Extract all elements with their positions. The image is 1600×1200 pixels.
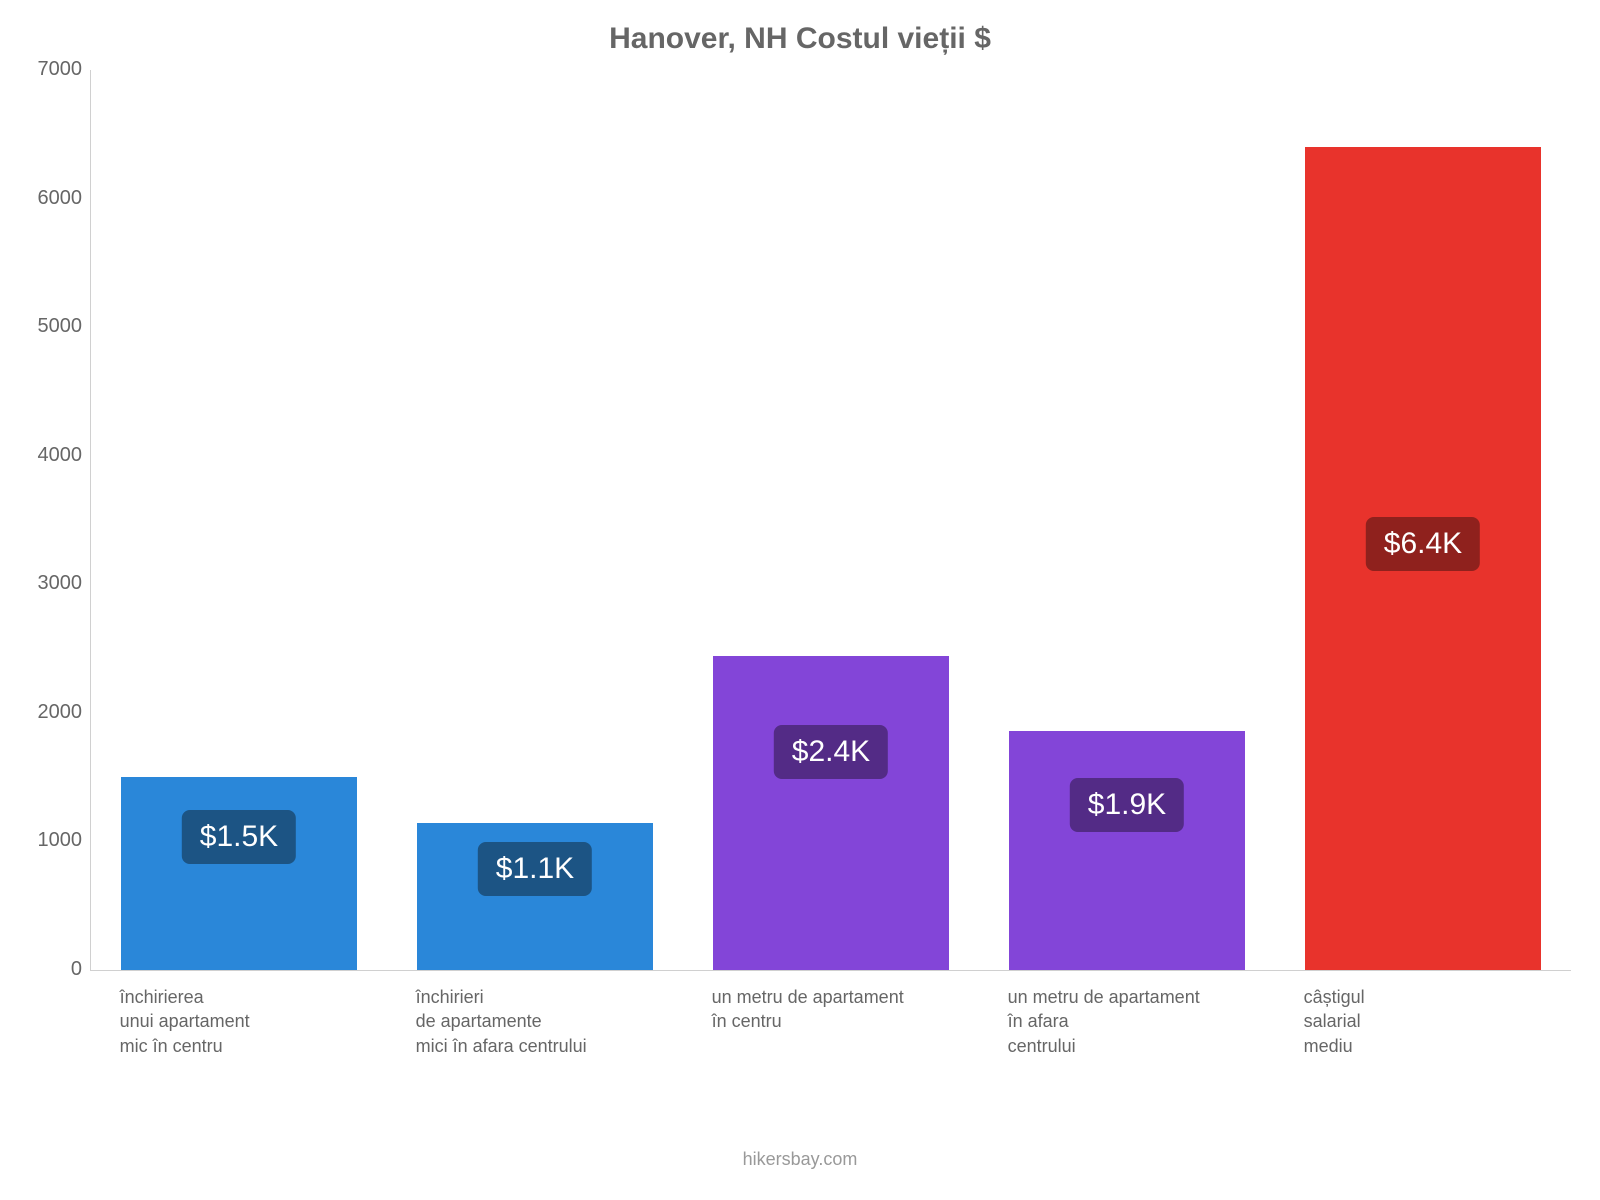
y-tick-label: 3000 — [2, 572, 82, 595]
plot-area: $1.5K $1.1K $2.4K $1.9K $6.4K — [90, 70, 1571, 971]
bar-value-label: $1.1K — [478, 842, 592, 896]
y-tick-label: 1000 — [2, 829, 82, 852]
bar-value-label: $1.9K — [1070, 778, 1184, 832]
bar-value-label: $2.4K — [774, 725, 888, 779]
x-category-label: câștigul salarial mediu — [1304, 985, 1600, 1058]
bar — [121, 777, 358, 970]
footer-credit: hikersbay.com — [0, 1149, 1600, 1170]
y-tick-label: 5000 — [2, 315, 82, 338]
y-tick-label: 6000 — [2, 187, 82, 210]
bar-value-label: $6.4K — [1366, 517, 1480, 571]
y-tick-label: 7000 — [2, 58, 82, 81]
x-category-label: un metru de apartament în afara centrulu… — [1008, 985, 1304, 1058]
bar — [713, 656, 950, 970]
y-tick-label: 2000 — [2, 701, 82, 724]
x-category-label: un metru de apartament în centru — [712, 985, 1008, 1034]
bar-value-label: $1.5K — [182, 810, 296, 864]
chart-container: Hanover, NH Costul vieții $ 0 1000 2000 300… — [0, 0, 1600, 1200]
y-tick-label: 0 — [2, 958, 82, 981]
x-category-label: închirieri de apartamente mici în afara … — [416, 985, 712, 1058]
x-category-label: închirierea unui apartament mic în centr… — [120, 985, 416, 1058]
chart-title: Hanover, NH Costul vieții $ — [0, 22, 1600, 56]
y-tick-label: 4000 — [2, 444, 82, 467]
bar — [1009, 731, 1246, 970]
